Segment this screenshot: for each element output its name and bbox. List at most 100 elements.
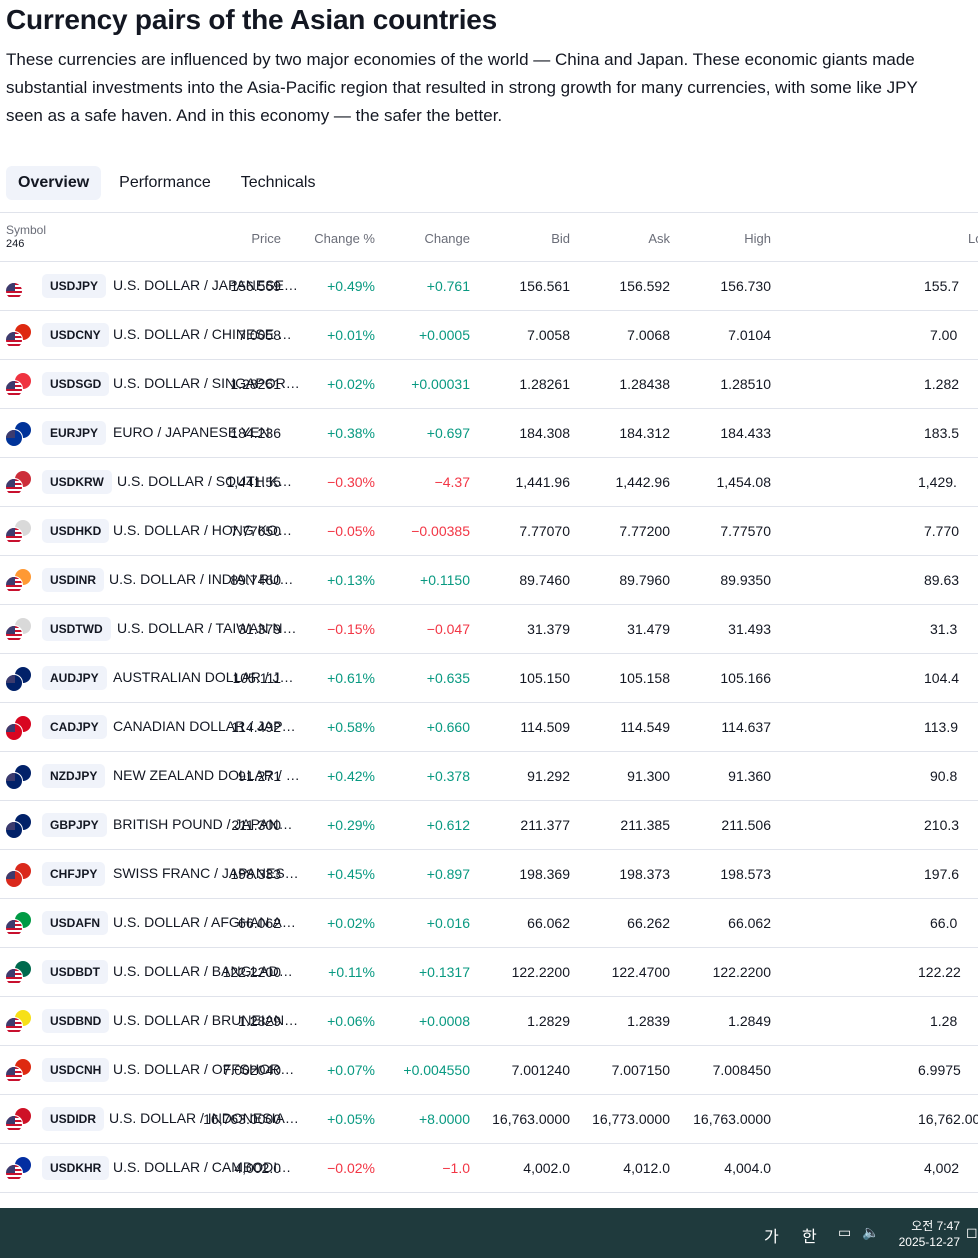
base-currency-flag-icon	[5, 282, 23, 300]
ticker-badge[interactable]: USDSGD	[42, 372, 110, 396]
currency-flags-icon	[5, 912, 31, 937]
high-cell: 7.0104	[728, 327, 771, 343]
change-percent-cell: +0.02%	[327, 915, 375, 931]
table-row[interactable]: USDINR U.S. DOLLAR / INDIAN RUPEE 89.7460 +…	[0, 556, 978, 605]
table-row[interactable]: USDKRW U.S. DOLLAR / SOUTH KORE... 1,441.5…	[0, 458, 978, 507]
header-change-percent[interactable]: Change %	[314, 231, 375, 246]
ticker-badge[interactable]: USDIDR	[42, 1107, 105, 1131]
ticker-badge[interactable]: USDJPY	[42, 274, 107, 298]
table-row[interactable]: AUDJPY AUSTRALIAN DOLLAR / JAPA... 105.111…	[0, 654, 978, 703]
ticker-badge[interactable]: USDBND	[42, 1009, 110, 1033]
bid-cell: 4,002.0	[523, 1160, 570, 1176]
currency-flags-icon	[5, 520, 31, 545]
tab-technicals[interactable]: Technicals	[240, 174, 316, 191]
ask-cell: 4,012.0	[623, 1160, 670, 1176]
ask-cell: 122.4700	[611, 964, 670, 980]
currency-flags-icon	[5, 765, 31, 790]
ticker-badge[interactable]: USDINR	[42, 568, 105, 592]
ticker-badge[interactable]: USDBDT	[42, 960, 108, 984]
header-price[interactable]: Price	[251, 231, 281, 246]
table-row[interactable]: USDAFN U.S. DOLLAR / AFGHAN AFG... 66.062 +…	[0, 899, 978, 948]
header-change[interactable]: Change	[424, 231, 470, 246]
base-currency-flag-icon	[5, 331, 23, 349]
currency-flags-icon	[5, 373, 31, 398]
network-icon[interactable]: ▭	[838, 1224, 852, 1240]
clock-time[interactable]: 오전 7:47	[911, 1219, 960, 1233]
ticker-badge[interactable]: CHFJPY	[42, 862, 106, 886]
currency-flags-icon	[5, 618, 31, 643]
table-row[interactable]: USDBDT U.S. DOLLAR / BANGLADESH... 122.220…	[0, 948, 978, 997]
base-currency-flag-icon	[5, 429, 23, 447]
currency-flags-icon	[5, 667, 31, 692]
bid-cell: 7.77070	[519, 523, 570, 539]
ticker-badge[interactable]: USDHKD	[42, 519, 110, 543]
low-cell: 90.8	[930, 768, 958, 784]
base-currency-flag-icon	[5, 870, 23, 888]
price-cell: 16,763.0000	[203, 1111, 281, 1127]
table-row[interactable]: USDTWD U.S. DOLLAR / TAIWAN NEW... 31.379−…	[0, 605, 978, 654]
header-high[interactable]: High	[744, 231, 771, 246]
table-row[interactable]: USDHKD U.S. DOLLAR / HONG KONG ... 7.77050…	[0, 507, 978, 556]
ticker-badge[interactable]: NZDJPY	[42, 764, 106, 788]
change-percent-cell: +0.11%	[328, 964, 375, 980]
table-row[interactable]: USDCNY U.S. DOLLAR / CHINESE YUAN 7.0058 +0…	[0, 311, 978, 360]
low-cell: 113.9	[924, 719, 958, 735]
header-ask[interactable]: Ask	[648, 231, 670, 246]
table-row[interactable]: USDKHR U.S. DOLLAR / CAMBODIAN ... 4,002.0…	[0, 1144, 978, 1193]
low-cell: 7.00	[930, 327, 958, 343]
ticker-badge[interactable]: USDCNY	[42, 323, 109, 347]
tab-performance[interactable]: Performance	[119, 174, 211, 191]
change-cell: +8.0000	[419, 1111, 470, 1127]
table-row[interactable]: EURJPY EURO / JAPANESE YEN 184.236 +0.38% +0…	[0, 409, 978, 458]
ticker-badge[interactable]: EURJPY	[42, 421, 107, 445]
table-row[interactable]: USDIDR U.S. DOLLAR / INDONESIAN ... 16,763…	[0, 1095, 978, 1144]
tab-overview[interactable]: Overview	[6, 166, 102, 200]
table-row[interactable]: NZDJPY NEW ZEALAND DOLLAR / JA... 91.271 +0…	[0, 752, 978, 801]
change-percent-cell: +0.61%	[327, 670, 375, 686]
change-percent-cell: +0.05%	[327, 1111, 375, 1127]
table-row[interactable]: USDJPY U.S. DOLLAR / JAPANESE YEN 156.569 +…	[0, 262, 978, 311]
table-row[interactable]: USDBND U.S. DOLLAR / BRUNEIAN D... 1.2829 +…	[0, 997, 978, 1046]
change-cell: +0.635	[426, 670, 470, 686]
header-symbol[interactable]: Symbol	[6, 223, 47, 237]
ask-cell: 1.28438	[619, 376, 670, 392]
ask-cell: 16,773.0000	[592, 1111, 670, 1127]
change-percent-cell: +0.13%	[327, 572, 375, 588]
table-row[interactable]: USDSGD U.S. DOLLAR / SINGAPORE D... 1.2826…	[0, 360, 978, 409]
bid-cell: 105.150	[519, 670, 570, 686]
volume-icon[interactable]: 🔈	[862, 1224, 880, 1240]
change-cell: +0.0005	[419, 327, 470, 343]
header-bid[interactable]: Bid	[551, 231, 570, 246]
header-low[interactable]: Low	[968, 231, 978, 246]
ime-mode-ga[interactable]: 가	[764, 1229, 779, 1246]
ticker-badge[interactable]: USDTWD	[42, 617, 111, 641]
change-cell: +0.004550	[403, 1062, 470, 1078]
symbol-count: 246	[6, 238, 25, 250]
clock-date[interactable]: 2025-12-27	[898, 1235, 960, 1249]
change-cell: −4.37	[434, 474, 470, 490]
currency-flags-icon	[5, 1157, 31, 1182]
ticker-badge[interactable]: USDCNH	[42, 1058, 110, 1082]
ticker-badge[interactable]: GBPJPY	[42, 813, 107, 837]
change-cell: +0.1150	[420, 572, 470, 588]
notification-icon[interactable]: ◻	[966, 1224, 978, 1240]
ticker-badge[interactable]: AUDJPY	[42, 666, 107, 690]
ask-cell: 66.262	[627, 915, 670, 931]
table-row[interactable]: USDCNH U.S. DOLLAR / OFFSHORE C... 7.00204…	[0, 1046, 978, 1095]
ticker-badge[interactable]: USDKHR	[42, 1156, 110, 1180]
ticker-badge[interactable]: USDAFN	[42, 911, 108, 935]
price-cell: 211.300	[231, 817, 281, 833]
ask-cell: 1,442.96	[615, 474, 671, 490]
ime-mode-han[interactable]: 한	[802, 1229, 817, 1246]
high-cell: 122.2200	[712, 964, 771, 980]
ask-cell: 156.592	[619, 278, 670, 294]
ticker-badge[interactable]: USDKRW	[42, 470, 112, 494]
base-currency-flag-icon	[5, 1115, 23, 1133]
ticker-badge[interactable]: CADJPY	[42, 715, 107, 739]
change-cell: +0.016	[426, 915, 470, 931]
currency-flags-icon	[5, 716, 31, 741]
change-percent-cell: +0.01%	[327, 327, 375, 343]
